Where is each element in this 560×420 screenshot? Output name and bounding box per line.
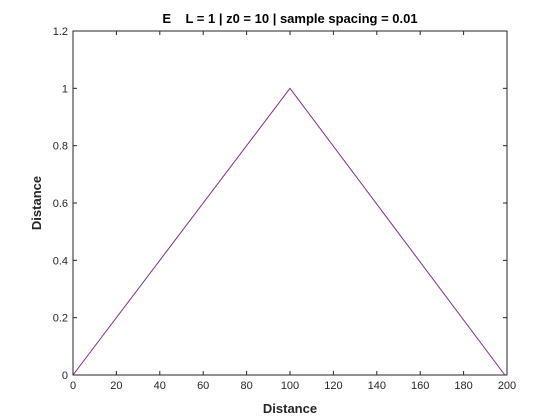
series-group xyxy=(72,87,506,376)
y-tick-label: 0.6 xyxy=(53,198,68,210)
axes-background xyxy=(73,31,507,375)
ticks-group: 0 20 40 60 80 100 120 140 160 180 200 0 0.2 0.4 0.6 0.8… xyxy=(53,26,516,392)
x-axis-label: Distance xyxy=(263,401,317,416)
axes-box xyxy=(72,30,508,376)
y-tick-label: 1.2 xyxy=(53,26,68,38)
x-tick-label: 60 xyxy=(197,380,209,392)
y-tick-label: 1 xyxy=(62,83,68,95)
y-tick-label: 0.4 xyxy=(53,255,68,267)
chart-title: E L = 1 | z0 = 10 | sample spacing = 0.0… xyxy=(162,11,417,26)
x-tick-label: 180 xyxy=(454,380,472,392)
y-tick-label: 0.2 xyxy=(53,313,68,325)
x-tick-label: 200 xyxy=(498,380,516,392)
x-tick-label: 40 xyxy=(154,380,166,392)
series-line xyxy=(72,87,506,376)
x-tick-label: 0 xyxy=(70,380,76,392)
x-tick-label: 160 xyxy=(411,380,429,392)
y-axis-label: Distance xyxy=(29,176,44,230)
x-tick-label: 140 xyxy=(368,380,386,392)
x-tick-label: 100 xyxy=(281,380,299,392)
x-tick-label: 80 xyxy=(240,380,252,392)
x-tick-label: 120 xyxy=(324,380,342,392)
y-tick-label: 0.8 xyxy=(53,141,68,153)
x-tick-label: 20 xyxy=(110,380,122,392)
y-tick-label: 0 xyxy=(62,370,68,382)
